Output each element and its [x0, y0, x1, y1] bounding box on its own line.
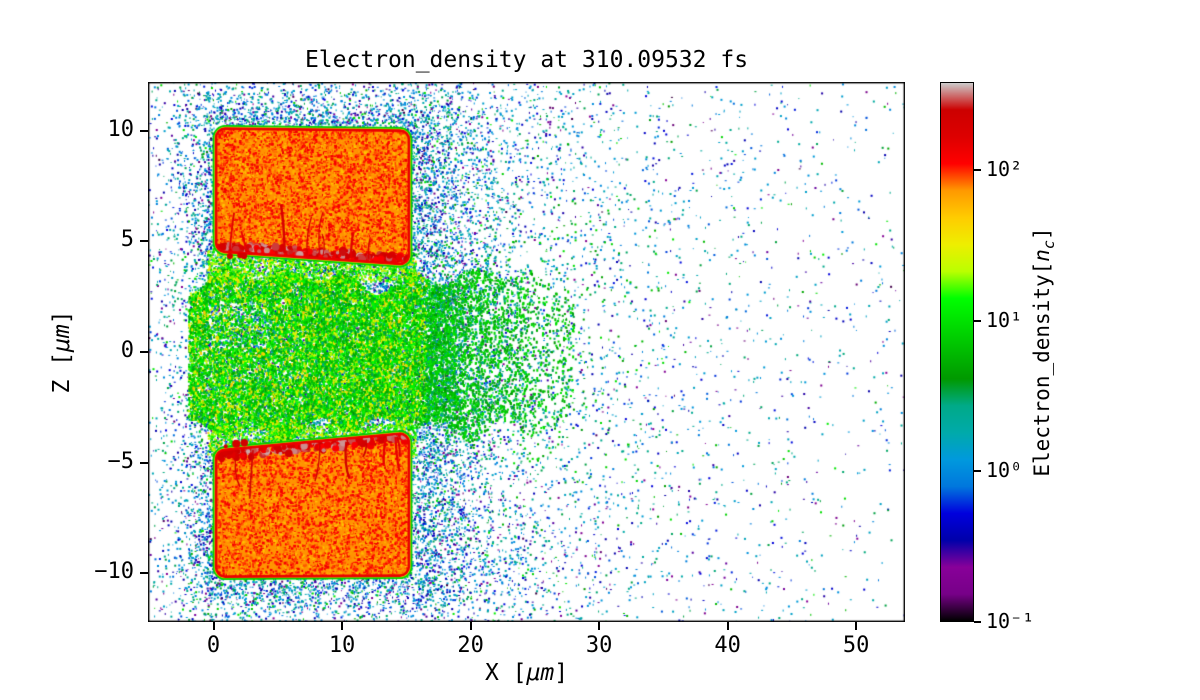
x-tick-label: 0: [206, 633, 221, 658]
y-tick-mark: [140, 129, 148, 132]
x-tick-label: 10: [328, 633, 356, 658]
y-tick-label: 0: [120, 338, 134, 363]
x-tick-label: 40: [714, 633, 741, 658]
y-tick-mark: [140, 240, 148, 243]
x-tick-mark: [726, 622, 729, 630]
y-tick-label: 5: [120, 227, 134, 253]
x-tick-mark: [598, 622, 601, 630]
x-axis-label-close: ]: [554, 660, 569, 686]
colorbar-label-close: ]: [1029, 227, 1054, 240]
x-tick-mark: [469, 622, 472, 630]
y-tick-label: −5: [107, 448, 135, 474]
y-tick-mark: [140, 461, 148, 464]
colorbar-label-text: Electron_density[: [1029, 261, 1054, 477]
colorbar-label: Electron_density[nc]: [1030, 227, 1058, 476]
heatmap-plot-area: [148, 82, 905, 622]
colorbar-tick-label: 10⁻¹: [986, 609, 1035, 633]
colorbar: [940, 82, 974, 622]
colorbar-label-subscript: c: [1040, 239, 1059, 250]
x-tick-mark: [341, 622, 344, 630]
colorbar-tick-label: 10⁰: [986, 458, 1023, 483]
colorbar-tick-label: 10¹: [986, 307, 1023, 332]
x-tick-label: 50: [842, 633, 870, 658]
x-tick-mark: [855, 622, 858, 630]
colorbar-tick-mark: [974, 169, 981, 172]
colorbar-tick-mark: [974, 621, 981, 623]
x-tick-label: 30: [585, 633, 613, 658]
y-tick-mark: [140, 572, 148, 575]
colorbar-tick-label: 10²: [986, 157, 1023, 182]
y-tick-label: 10: [107, 116, 135, 142]
x-axis-label-text: X [: [484, 660, 527, 686]
x-tick-mark: [212, 622, 215, 630]
y-axis-label-close: ]: [49, 310, 75, 325]
x-axis-label: X [μm]: [148, 660, 905, 686]
x-tick-label: 20: [457, 633, 484, 658]
y-tick-mark: [140, 351, 148, 353]
y-tick-label: −10: [94, 559, 134, 585]
colorbar-tick-mark: [974, 470, 981, 473]
plot-title: Electron_density at 310.09532 fs: [304, 47, 749, 73]
colorbar-label-symbol: n: [1029, 249, 1054, 262]
colorbar-tick-mark: [974, 319, 981, 322]
x-axis-label-unit: μm: [526, 660, 555, 686]
